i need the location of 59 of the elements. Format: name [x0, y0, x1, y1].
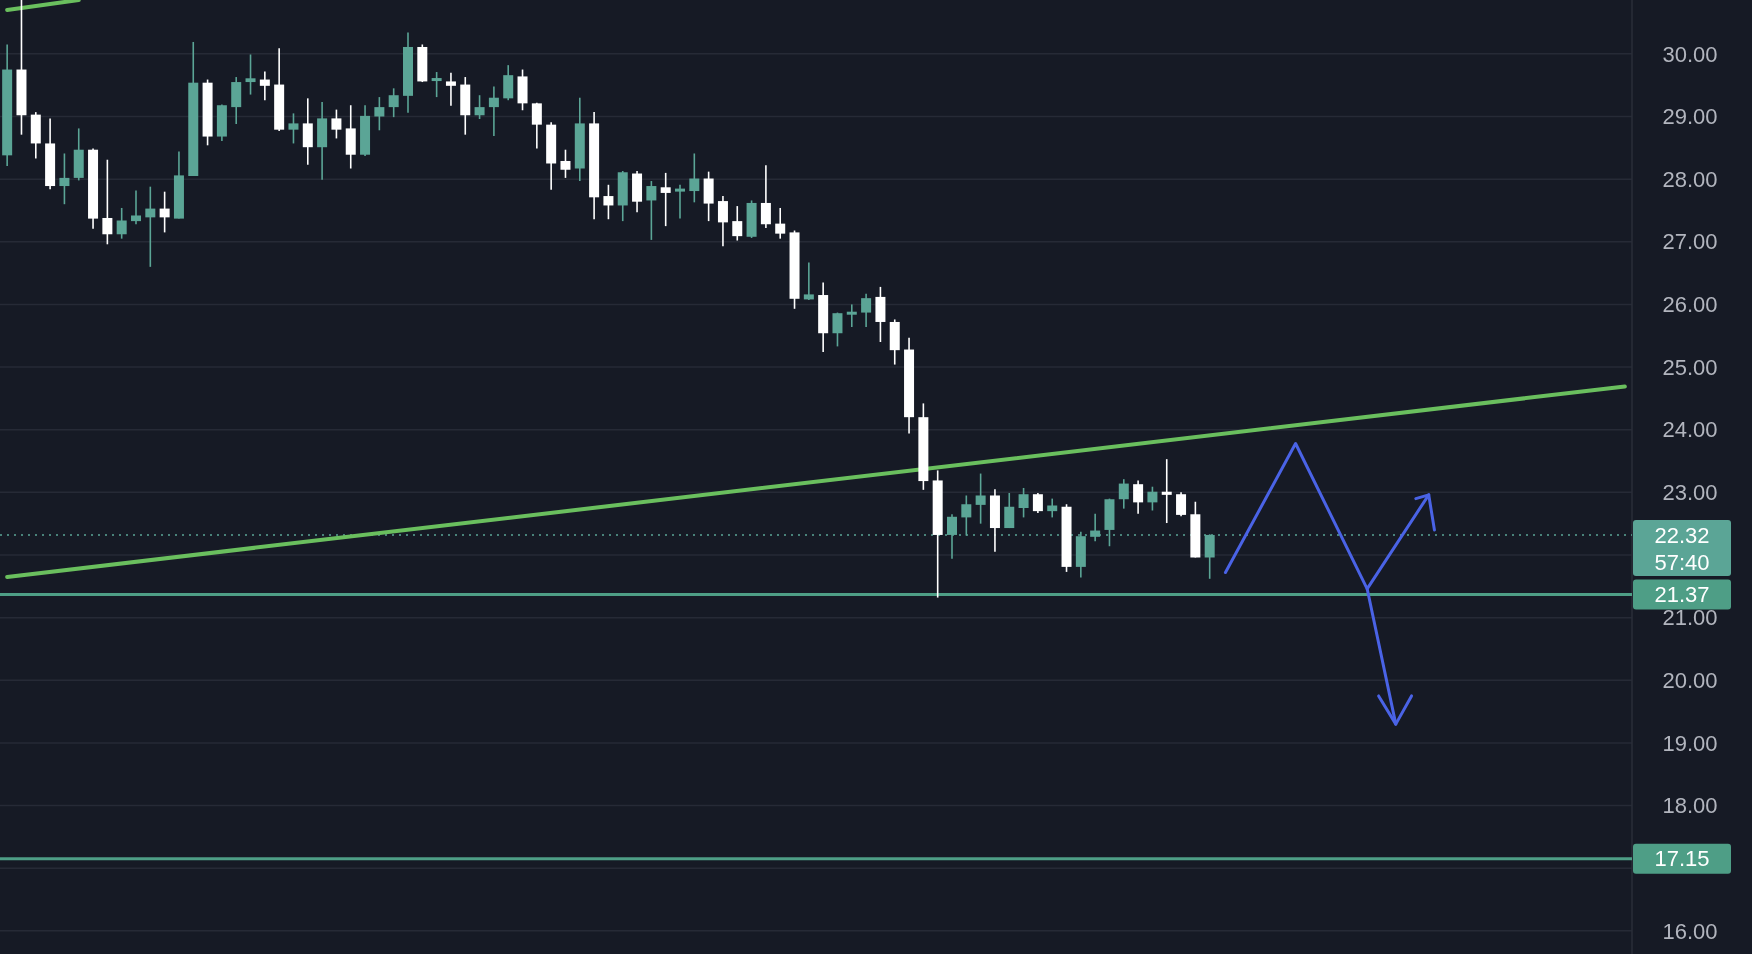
candlestick: [975, 472, 986, 525]
candlestick: [1133, 479, 1144, 515]
candlestick: [374, 96, 385, 132]
candlestick: [503, 64, 514, 102]
y-tick-label: 18.00: [1662, 793, 1718, 819]
candlestick: [732, 205, 743, 242]
candlestick: [431, 71, 442, 98]
y-tick-label: 25.00: [1662, 354, 1718, 380]
candlestick: [675, 183, 685, 220]
candlestick: [445, 71, 456, 107]
candlestick: [646, 180, 657, 241]
candlestick: [1147, 485, 1158, 512]
candlestick: [689, 152, 700, 204]
candlestick: [531, 101, 542, 150]
candlestick: [775, 207, 786, 240]
candlestick: [1118, 478, 1129, 510]
ref-line-label: 17.15: [1654, 846, 1710, 872]
candlestick: [1176, 491, 1187, 517]
candlestick: [488, 85, 499, 137]
candlestick: [760, 164, 771, 229]
candlestick: [102, 158, 113, 246]
y-tick-label: 16.00: [1662, 918, 1718, 944]
candlestick: [245, 53, 256, 96]
candlestick: [1032, 492, 1043, 514]
y-tick-label: 20.00: [1662, 667, 1718, 693]
candlestick: [603, 183, 614, 221]
candlestick: [832, 311, 843, 348]
ref-line-label: 21.37: [1654, 582, 1710, 608]
y-tick-label: 30.00: [1662, 41, 1718, 67]
candlestick: [302, 97, 313, 166]
candlestick: [159, 190, 170, 234]
candlestick: [560, 148, 571, 179]
candlestick: [803, 261, 814, 301]
y-tick-label: 19.00: [1662, 730, 1718, 756]
candlestick: [474, 94, 485, 120]
y-tick-label: 23.00: [1662, 480, 1718, 506]
candlestick: [116, 207, 127, 240]
y-tick-label: 24.00: [1662, 417, 1718, 443]
candlestick: [846, 303, 857, 328]
candlestick: [59, 152, 70, 205]
candlestick: [145, 185, 156, 268]
ref-line-label: 22.32: [1654, 522, 1710, 548]
y-tick-label: 26.00: [1662, 292, 1718, 318]
text: 57:40: [1654, 549, 1710, 575]
y-tick-label: 28.00: [1662, 166, 1718, 192]
candlestick: [1161, 458, 1172, 524]
candlestick: [388, 87, 399, 118]
candlestick: [259, 70, 270, 102]
candlestick: [861, 292, 872, 328]
candlestick: [660, 172, 671, 227]
candlestick: [131, 189, 141, 226]
y-tick-label: 27.00: [1662, 229, 1718, 255]
candlestick: [1004, 492, 1015, 529]
candlestick: [717, 195, 728, 247]
candlestick: [1018, 487, 1029, 519]
candlestick: [288, 112, 299, 145]
candlestick: [331, 108, 342, 140]
y-tick-label: 29.00: [1662, 104, 1718, 130]
y-tick-label: 21.00: [1662, 605, 1718, 631]
